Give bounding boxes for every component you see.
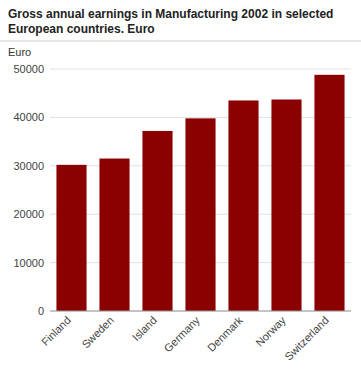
x-tick-label: Germany — [161, 314, 202, 355]
bar — [99, 159, 129, 311]
y-axis-label: Euro — [8, 46, 31, 58]
grid-line — [50, 69, 351, 70]
x-tick-label: Island — [130, 314, 159, 343]
bar — [142, 131, 172, 311]
x-axis: FinlandSweden IslandGermanyDenmarkNorwayS… — [39, 314, 331, 363]
chart: Gross annual earnings in Manufacturing 2… — [0, 0, 361, 379]
x-tick-label: Finland — [39, 314, 73, 348]
bar — [228, 100, 258, 311]
title-line: Gross annual earnings in Manufacturing 2… — [8, 7, 333, 21]
chart-container: Gross annual earnings in Manufacturing 2… — [0, 0, 361, 379]
grid-line — [50, 311, 351, 312]
y-tick-label: 0 — [38, 305, 44, 317]
y-tick-label: 30000 — [13, 160, 44, 172]
x-axis-line — [50, 311, 351, 312]
x-tick-label: Switzerland — [282, 314, 331, 363]
y-tick-label: 20000 — [13, 208, 44, 220]
y-tick-label: 40000 — [13, 111, 44, 123]
bar — [56, 165, 86, 311]
y-tick-label: 10000 — [13, 257, 44, 269]
bar — [271, 99, 301, 311]
grid-line — [50, 117, 351, 118]
y-tick-label: 50000 — [13, 63, 44, 75]
x-tick-label: Sweden — [79, 314, 116, 351]
y-axis: 0 10000 20000 30000 40000 50000 — [13, 63, 351, 317]
bars — [56, 75, 344, 311]
title-line: European countries. Euro — [8, 22, 155, 36]
x-tick-label: Norway — [253, 314, 288, 349]
bar — [185, 118, 215, 311]
x-tick-label: Denmark — [205, 314, 245, 354]
title: Gross annual earnings in Manufacturing 2… — [8, 7, 333, 36]
separator — [0, 41, 361, 42]
bar — [314, 75, 344, 311]
